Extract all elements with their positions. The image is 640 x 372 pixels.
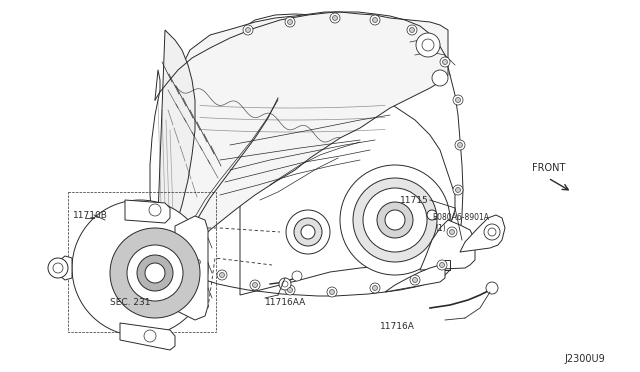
Circle shape	[53, 263, 63, 273]
Circle shape	[456, 187, 461, 192]
Circle shape	[292, 271, 302, 281]
Circle shape	[453, 95, 463, 105]
Circle shape	[285, 285, 295, 295]
Circle shape	[422, 39, 434, 51]
Circle shape	[456, 97, 461, 103]
Circle shape	[427, 210, 437, 220]
Circle shape	[301, 225, 315, 239]
Circle shape	[330, 289, 335, 295]
Circle shape	[407, 25, 417, 35]
Circle shape	[353, 178, 437, 262]
Circle shape	[220, 273, 225, 278]
Circle shape	[286, 210, 330, 254]
Circle shape	[144, 330, 156, 342]
Circle shape	[195, 260, 200, 264]
Circle shape	[416, 33, 440, 57]
Text: (1): (1)	[435, 224, 445, 233]
Circle shape	[48, 258, 68, 278]
Circle shape	[137, 255, 173, 291]
Text: 11710B: 11710B	[73, 211, 108, 220]
Circle shape	[246, 28, 250, 32]
Circle shape	[486, 282, 498, 294]
Circle shape	[340, 165, 450, 275]
Circle shape	[488, 228, 496, 236]
Circle shape	[447, 227, 457, 237]
Circle shape	[453, 185, 463, 195]
Polygon shape	[155, 30, 195, 295]
Circle shape	[458, 142, 463, 148]
Circle shape	[449, 230, 454, 234]
Circle shape	[440, 57, 450, 67]
Circle shape	[432, 70, 448, 86]
Text: SEC. 231: SEC. 231	[110, 298, 150, 307]
Circle shape	[217, 270, 227, 280]
Polygon shape	[175, 216, 208, 320]
Circle shape	[333, 16, 337, 20]
Circle shape	[253, 282, 257, 288]
Circle shape	[250, 280, 260, 290]
Polygon shape	[460, 215, 505, 252]
Circle shape	[370, 15, 380, 25]
Polygon shape	[125, 200, 170, 223]
Bar	[68, 192, 216, 332]
Circle shape	[287, 288, 292, 292]
Circle shape	[72, 200, 208, 336]
Circle shape	[372, 285, 378, 291]
Circle shape	[377, 202, 413, 238]
Polygon shape	[385, 265, 445, 292]
Circle shape	[372, 17, 378, 22]
Polygon shape	[420, 220, 475, 270]
Circle shape	[442, 60, 447, 64]
Circle shape	[127, 245, 183, 301]
Circle shape	[484, 224, 500, 240]
Text: FRONT: FRONT	[532, 163, 565, 173]
Circle shape	[193, 257, 203, 267]
Circle shape	[243, 25, 253, 35]
Polygon shape	[120, 323, 175, 350]
Circle shape	[363, 188, 427, 252]
Text: 11715: 11715	[400, 196, 429, 205]
Circle shape	[370, 283, 380, 293]
Circle shape	[440, 263, 445, 267]
Circle shape	[385, 210, 405, 230]
Circle shape	[294, 218, 322, 246]
Text: B080A6-8901A: B080A6-8901A	[432, 213, 489, 222]
Circle shape	[287, 19, 292, 25]
Circle shape	[177, 246, 182, 250]
Circle shape	[330, 13, 340, 23]
Polygon shape	[155, 12, 448, 295]
Circle shape	[437, 260, 447, 270]
Polygon shape	[240, 14, 455, 295]
Circle shape	[327, 287, 337, 297]
Circle shape	[282, 281, 288, 287]
Text: J2300U9: J2300U9	[564, 354, 605, 364]
Circle shape	[410, 275, 420, 285]
Circle shape	[285, 17, 295, 27]
Text: 11716A: 11716A	[380, 322, 415, 331]
Circle shape	[413, 278, 417, 282]
Circle shape	[279, 278, 291, 290]
Circle shape	[110, 228, 200, 318]
Circle shape	[175, 243, 185, 253]
Circle shape	[410, 28, 415, 32]
Circle shape	[145, 263, 165, 283]
Polygon shape	[58, 256, 72, 280]
Circle shape	[149, 204, 161, 216]
Circle shape	[455, 140, 465, 150]
Text: 11716AA: 11716AA	[265, 298, 307, 307]
